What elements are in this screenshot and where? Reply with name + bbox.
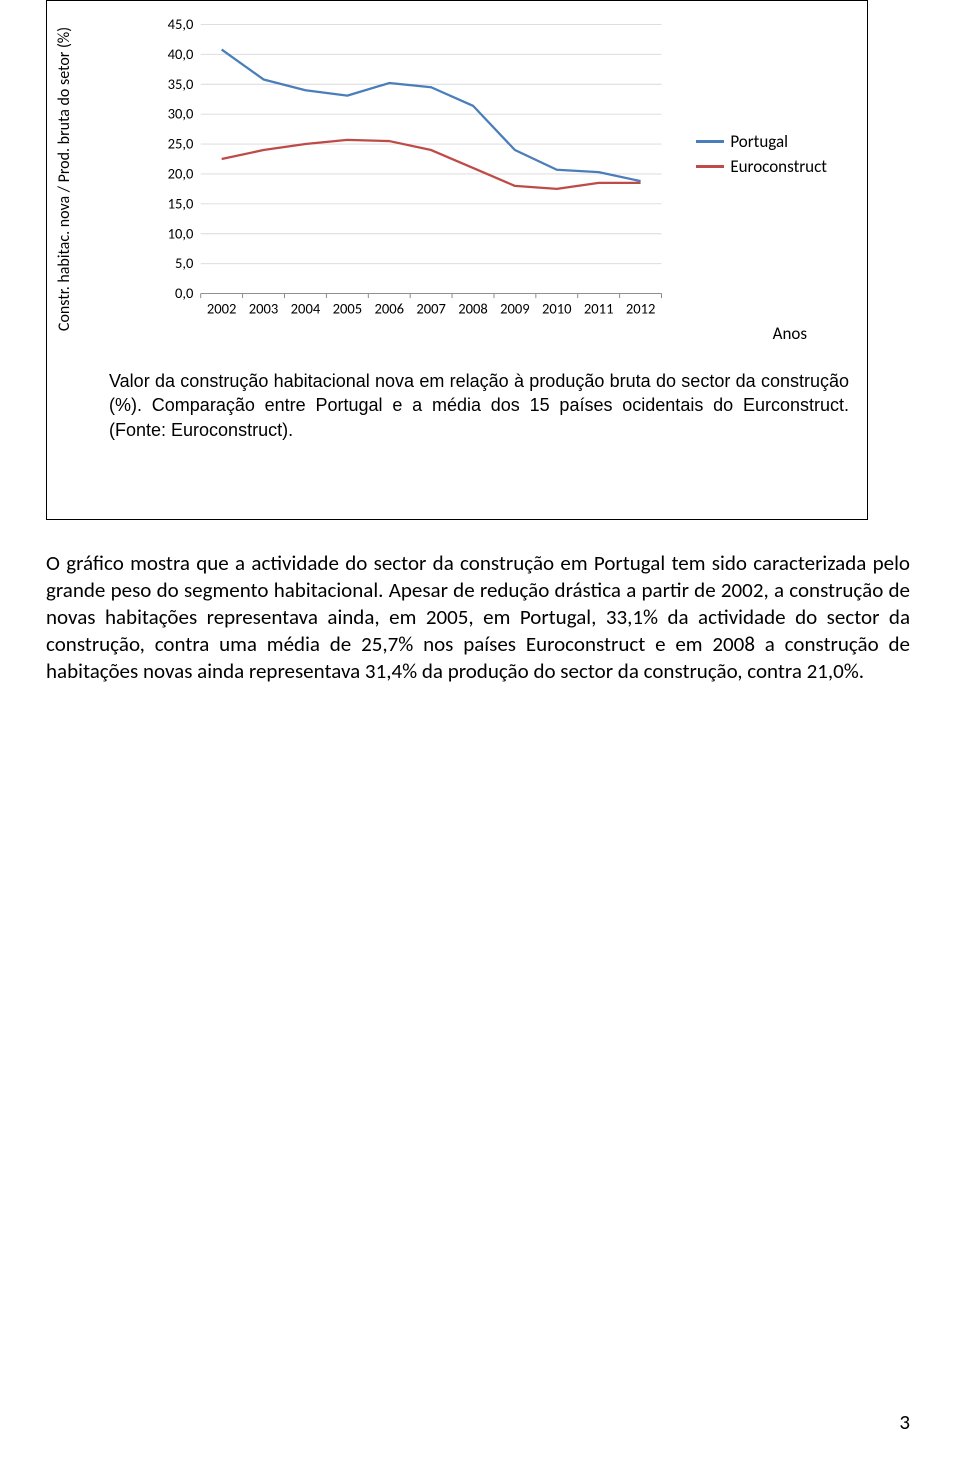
svg-text:2006: 2006 bbox=[374, 300, 404, 318]
svg-text:2010: 2010 bbox=[542, 300, 572, 318]
y-axis-label: Constr. habitac. nova / Prod. bruta do s… bbox=[57, 9, 77, 349]
svg-text:15,0: 15,0 bbox=[168, 194, 194, 212]
svg-text:10,0: 10,0 bbox=[168, 224, 194, 242]
svg-text:25,0: 25,0 bbox=[168, 135, 194, 153]
svg-text:Constr. habitac. nova / Prod.: Constr. habitac. nova / Prod. bruta do s… bbox=[57, 27, 74, 331]
svg-text:2012: 2012 bbox=[626, 300, 656, 318]
svg-text:2003: 2003 bbox=[249, 300, 279, 318]
svg-text:40,0: 40,0 bbox=[168, 45, 194, 63]
figure-caption: Valor da construção habitacional nova em… bbox=[109, 369, 849, 442]
svg-text:2008: 2008 bbox=[458, 300, 488, 318]
x-axis-label: Anos bbox=[773, 323, 807, 344]
svg-text:0,0: 0,0 bbox=[175, 284, 193, 302]
legend-item-euroconstruct: Euroconstruct bbox=[696, 156, 827, 177]
svg-text:2011: 2011 bbox=[584, 300, 614, 318]
svg-text:45,0: 45,0 bbox=[168, 15, 194, 33]
chart-legend: Portugal Euroconstruct bbox=[696, 131, 827, 181]
legend-swatch bbox=[696, 140, 724, 143]
legend-swatch bbox=[696, 165, 724, 168]
svg-text:35,0: 35,0 bbox=[168, 75, 194, 93]
figure-container: Constr. habitac. nova / Prod. bruta do s… bbox=[46, 0, 868, 520]
legend-label: Euroconstruct bbox=[730, 156, 827, 177]
line-chart: 0,05,010,015,020,025,030,035,040,045,020… bbox=[157, 19, 667, 319]
svg-text:2005: 2005 bbox=[333, 300, 363, 318]
svg-text:2007: 2007 bbox=[416, 300, 446, 318]
svg-text:5,0: 5,0 bbox=[175, 254, 193, 272]
body-paragraph: O gráfico mostra que a actividade do sec… bbox=[46, 550, 910, 684]
svg-text:30,0: 30,0 bbox=[168, 105, 194, 123]
legend-item-portugal: Portugal bbox=[696, 131, 827, 152]
svg-text:20,0: 20,0 bbox=[168, 165, 194, 183]
svg-text:2004: 2004 bbox=[291, 300, 321, 318]
svg-text:2002: 2002 bbox=[207, 300, 237, 318]
legend-label: Portugal bbox=[730, 131, 788, 152]
page-number: 3 bbox=[899, 1409, 910, 1435]
svg-text:2009: 2009 bbox=[500, 300, 530, 318]
